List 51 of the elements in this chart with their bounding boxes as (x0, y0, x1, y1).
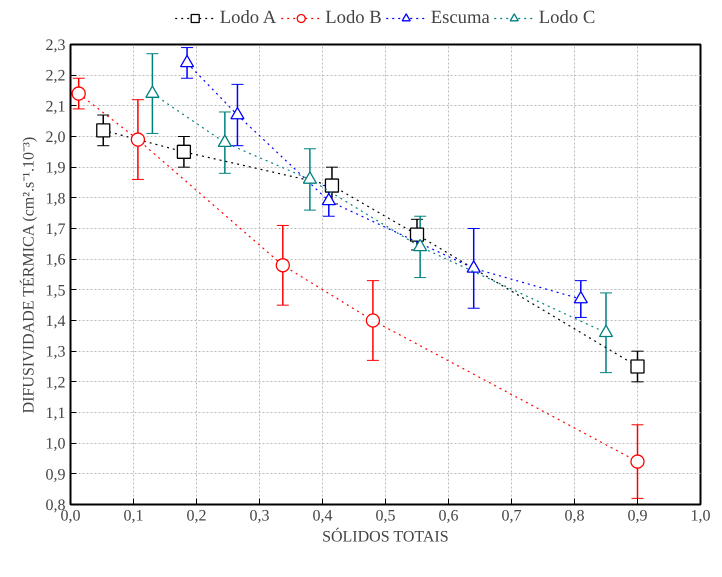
point (145, 85, 160, 98)
point (276, 258, 290, 272)
y-tick-label: 1,3 (46, 344, 66, 361)
x-tick-label: 0,6 (438, 508, 458, 524)
legend-label: Lodo A (220, 7, 276, 29)
y-tick-label: 0,9 (46, 466, 66, 484)
x-tick-label: 0,5 (376, 508, 396, 524)
legend-label: Escuma (430, 7, 490, 29)
point (410, 227, 424, 242)
y-tick-label: 1,8 (46, 190, 66, 208)
legend-label: Lodo C (538, 7, 596, 29)
y-tick-label: 1,9 (46, 160, 66, 177)
point (96, 123, 110, 138)
point (72, 86, 86, 101)
x-tick-label: 0,3 (250, 508, 270, 524)
point (598, 324, 614, 338)
x-tick-label: 0,8 (564, 508, 584, 524)
x-tick-label: 0,7 (502, 508, 522, 524)
point (176, 144, 192, 159)
point (630, 454, 645, 469)
point (322, 192, 336, 206)
point (218, 134, 232, 148)
y-tick-label: 2,3 (46, 37, 66, 54)
x-axis-title: SÓLIDOS TOTAIS (322, 528, 449, 546)
x-tick-label: 0,4 (312, 508, 332, 524)
point (324, 178, 340, 193)
point (630, 359, 645, 374)
y-tick-label: 1,5 (46, 282, 66, 300)
point (413, 238, 428, 252)
y-tick-label: 2,1 (46, 98, 66, 116)
point (466, 260, 481, 273)
y-tick-label: 1,7 (46, 221, 66, 238)
point (180, 54, 194, 68)
x-tick-label: 1,0 (690, 508, 710, 524)
point (130, 132, 146, 147)
x-tick-label: 0,9 (628, 508, 648, 524)
y-tick-label: 2,0 (46, 129, 66, 146)
point (230, 106, 245, 120)
y-tick-label: 1,4 (46, 313, 66, 330)
point (574, 290, 588, 304)
y-tick-label: 1,6 (46, 252, 66, 269)
point (366, 313, 380, 328)
legend-label: Lodo B (325, 7, 382, 29)
point (302, 171, 318, 184)
x-tick-label: 0,2 (186, 508, 206, 524)
y-tick-label: 1,0 (46, 436, 66, 453)
y-tick-label: 1,1 (46, 405, 66, 422)
y-tick-label: 2,2 (46, 68, 66, 85)
y-tick-label: 1,2 (46, 374, 66, 392)
x-tick-label: 0,1 (124, 508, 144, 524)
y-axis-title: DIFUSIVIDADE TÉRMICA (cm².s⁻¹.10⁻³) (20, 136, 38, 414)
